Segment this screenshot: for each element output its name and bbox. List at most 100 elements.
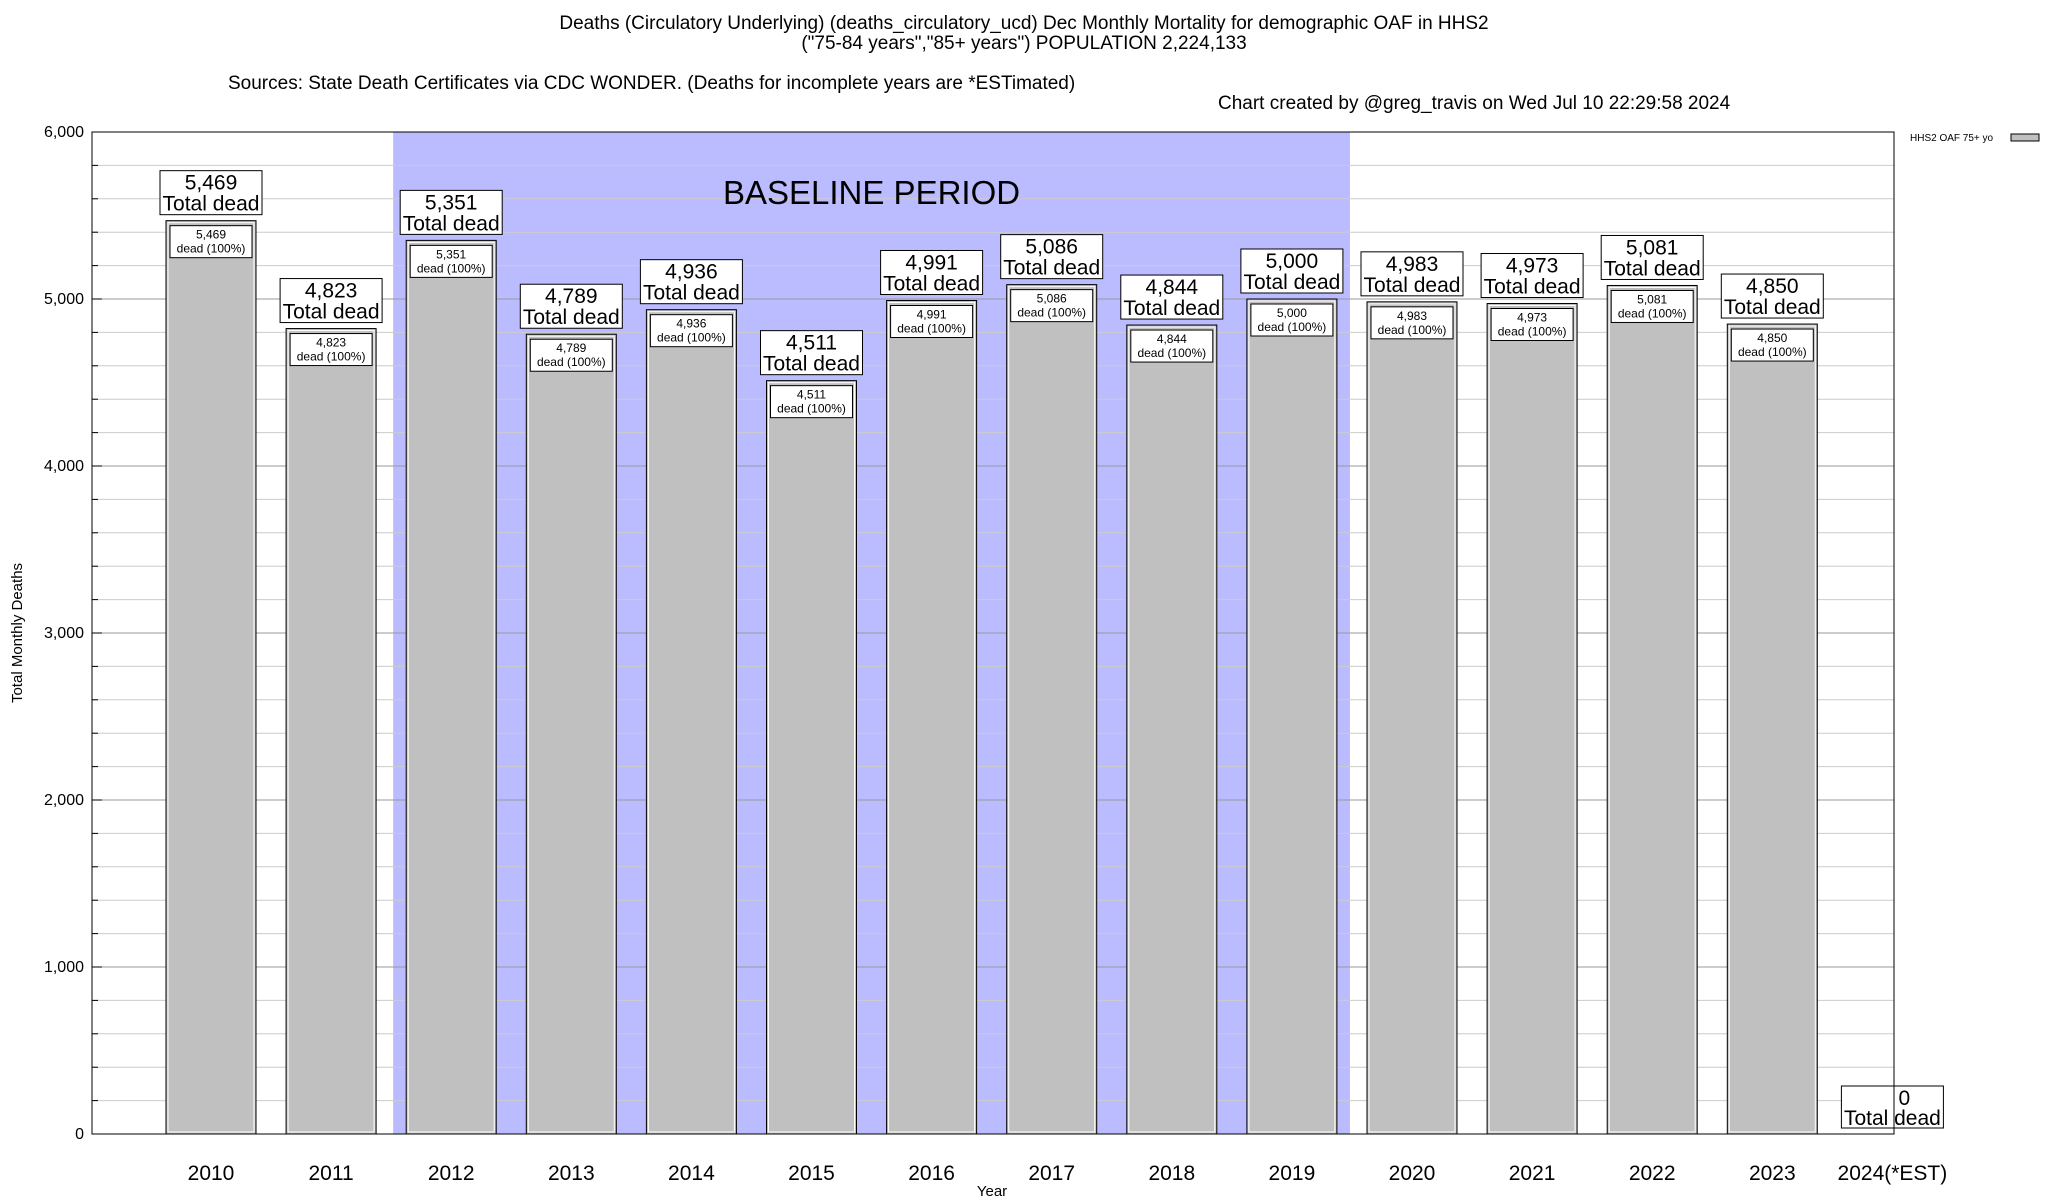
inner-label-text: dead (100%): [1618, 306, 1687, 320]
top-label-box: [639, 259, 743, 305]
x-tick-label: 2024(*EST): [1838, 1162, 1948, 1185]
x-tick-label: 2017: [1028, 1162, 1075, 1185]
top-label-text: Total dead: [763, 353, 860, 376]
top-label-text: Total dead: [403, 212, 500, 235]
top-label-box: [1600, 234, 1704, 280]
y-tick-label: 4,000: [44, 458, 84, 475]
x-tick-label: 2010: [188, 1162, 235, 1185]
top-label-text: Total dead: [1243, 271, 1340, 294]
top-label-text: Total dead: [643, 282, 740, 305]
top-label-value: 4,823: [305, 280, 358, 303]
top-label-text: Total dead: [883, 273, 980, 296]
top-label-value: 4,511: [786, 332, 837, 355]
bar: [886, 300, 978, 1135]
sources-text: Sources: State Death Certificates via CD…: [228, 73, 1076, 94]
y-tick-label: 1,000: [44, 959, 84, 976]
bar-highlight: [1728, 325, 1816, 1133]
bar: [645, 309, 737, 1135]
bar-highlight: [527, 335, 615, 1133]
inner-label-box: [529, 338, 613, 372]
top-label-value: 0: [1899, 1087, 1911, 1110]
inner-label-text: dead (100%): [1017, 306, 1086, 320]
bar-highlight: [407, 241, 495, 1133]
inner-label-box: [409, 244, 493, 278]
bar: [766, 380, 857, 1135]
x-tick-label: 2019: [1269, 1162, 1316, 1185]
inner-label-text: dead (100%): [1738, 345, 1807, 359]
y-tick-label: 6,000: [44, 124, 84, 141]
y-tick-label: 3,000: [44, 625, 84, 642]
inner-label-box: [649, 314, 733, 348]
top-label-box: [1240, 248, 1344, 294]
inner-label-box: [1610, 289, 1694, 323]
chart-subtitle: ("75-84 years","85+ years") POPULATION 2…: [801, 33, 1247, 54]
bar: [1486, 303, 1578, 1135]
inner-label-value: 4,850: [1757, 331, 1787, 345]
bar-highlight: [888, 302, 976, 1133]
inner-label-text: dead (100%): [1378, 323, 1447, 337]
inner-label-box: [169, 225, 253, 259]
x-tick-label: 2013: [548, 1162, 595, 1185]
top-label-value: 4,789: [545, 285, 598, 308]
bar: [1366, 301, 1458, 1135]
inner-label-box: [1370, 306, 1454, 340]
inner-label-box: [1250, 303, 1334, 337]
x-tick-label: 2018: [1148, 1162, 1195, 1185]
y-axis-label: Total Monthly Deaths: [9, 563, 26, 703]
inner-label-value: 5,351: [436, 247, 466, 261]
top-label-value: 5,351: [425, 191, 478, 214]
bar-highlight: [1488, 305, 1576, 1133]
x-tick-label: 2012: [428, 1162, 475, 1185]
inner-label-box: [1130, 329, 1214, 363]
chart-sources-line: Sources: State Death Certificates via CD…: [0, 54, 2048, 114]
bar-highlight: [167, 222, 255, 1133]
top-label-box: [519, 283, 623, 329]
bar: [1726, 323, 1818, 1135]
x-tick-label: 2014: [668, 1162, 715, 1185]
inner-label-text: dead (100%): [1137, 346, 1206, 360]
top-label-value: 4,844: [1146, 276, 1199, 299]
top-label-box: [1480, 253, 1584, 299]
top-label-box: [279, 278, 383, 324]
top-label-text: Total dead: [523, 306, 620, 329]
y-tick-label: 0: [75, 1126, 84, 1143]
top-label-box: [1000, 234, 1104, 280]
top-label-value: 4,850: [1746, 275, 1799, 298]
x-tick-label: 2020: [1389, 1162, 1436, 1185]
inner-label-box: [770, 385, 853, 419]
bar-highlight: [1248, 300, 1336, 1133]
bar: [1126, 324, 1218, 1135]
y-tick-label: 2,000: [44, 792, 84, 809]
top-label-text: Total dead: [283, 301, 380, 324]
top-label-value: 5,086: [1025, 236, 1078, 259]
x-tick-label: 2023: [1749, 1162, 1796, 1185]
inner-label-text: dead (100%): [537, 355, 606, 369]
top-label-box: [760, 330, 863, 376]
top-label-value: 5,469: [185, 172, 238, 195]
inner-label-text: dead (100%): [417, 261, 486, 275]
bar-highlight: [1128, 326, 1216, 1133]
top-label-box: [1120, 274, 1224, 320]
chart-title: Deaths (Circulatory Underlying) (deaths_…: [559, 13, 1489, 34]
bar-highlight: [1368, 303, 1456, 1133]
inner-label-value: 4,823: [316, 336, 346, 350]
top-label-value: 5,000: [1266, 250, 1319, 273]
top-label-box: [1360, 251, 1464, 297]
x-tick-label: 2015: [788, 1162, 835, 1185]
inner-label-box: [1490, 308, 1574, 342]
legend-label: HHS2 OAF 75+ yo: [1910, 133, 1994, 144]
bar-highlight: [768, 382, 855, 1133]
inner-label-value: 4,936: [676, 317, 706, 331]
inner-label-box: [289, 333, 373, 367]
plot-frame: [91, 131, 1895, 1135]
x-tick-label: 2011: [309, 1162, 354, 1185]
bar: [405, 239, 497, 1135]
inner-label-text: dead (100%): [1258, 320, 1327, 334]
bar: [525, 333, 617, 1135]
inner-label-box: [1010, 289, 1094, 323]
inner-label-value: 4,789: [556, 341, 586, 355]
top-label-box: [159, 170, 263, 216]
inner-label-box: [890, 305, 974, 339]
inner-label-value: 4,973: [1517, 311, 1547, 325]
